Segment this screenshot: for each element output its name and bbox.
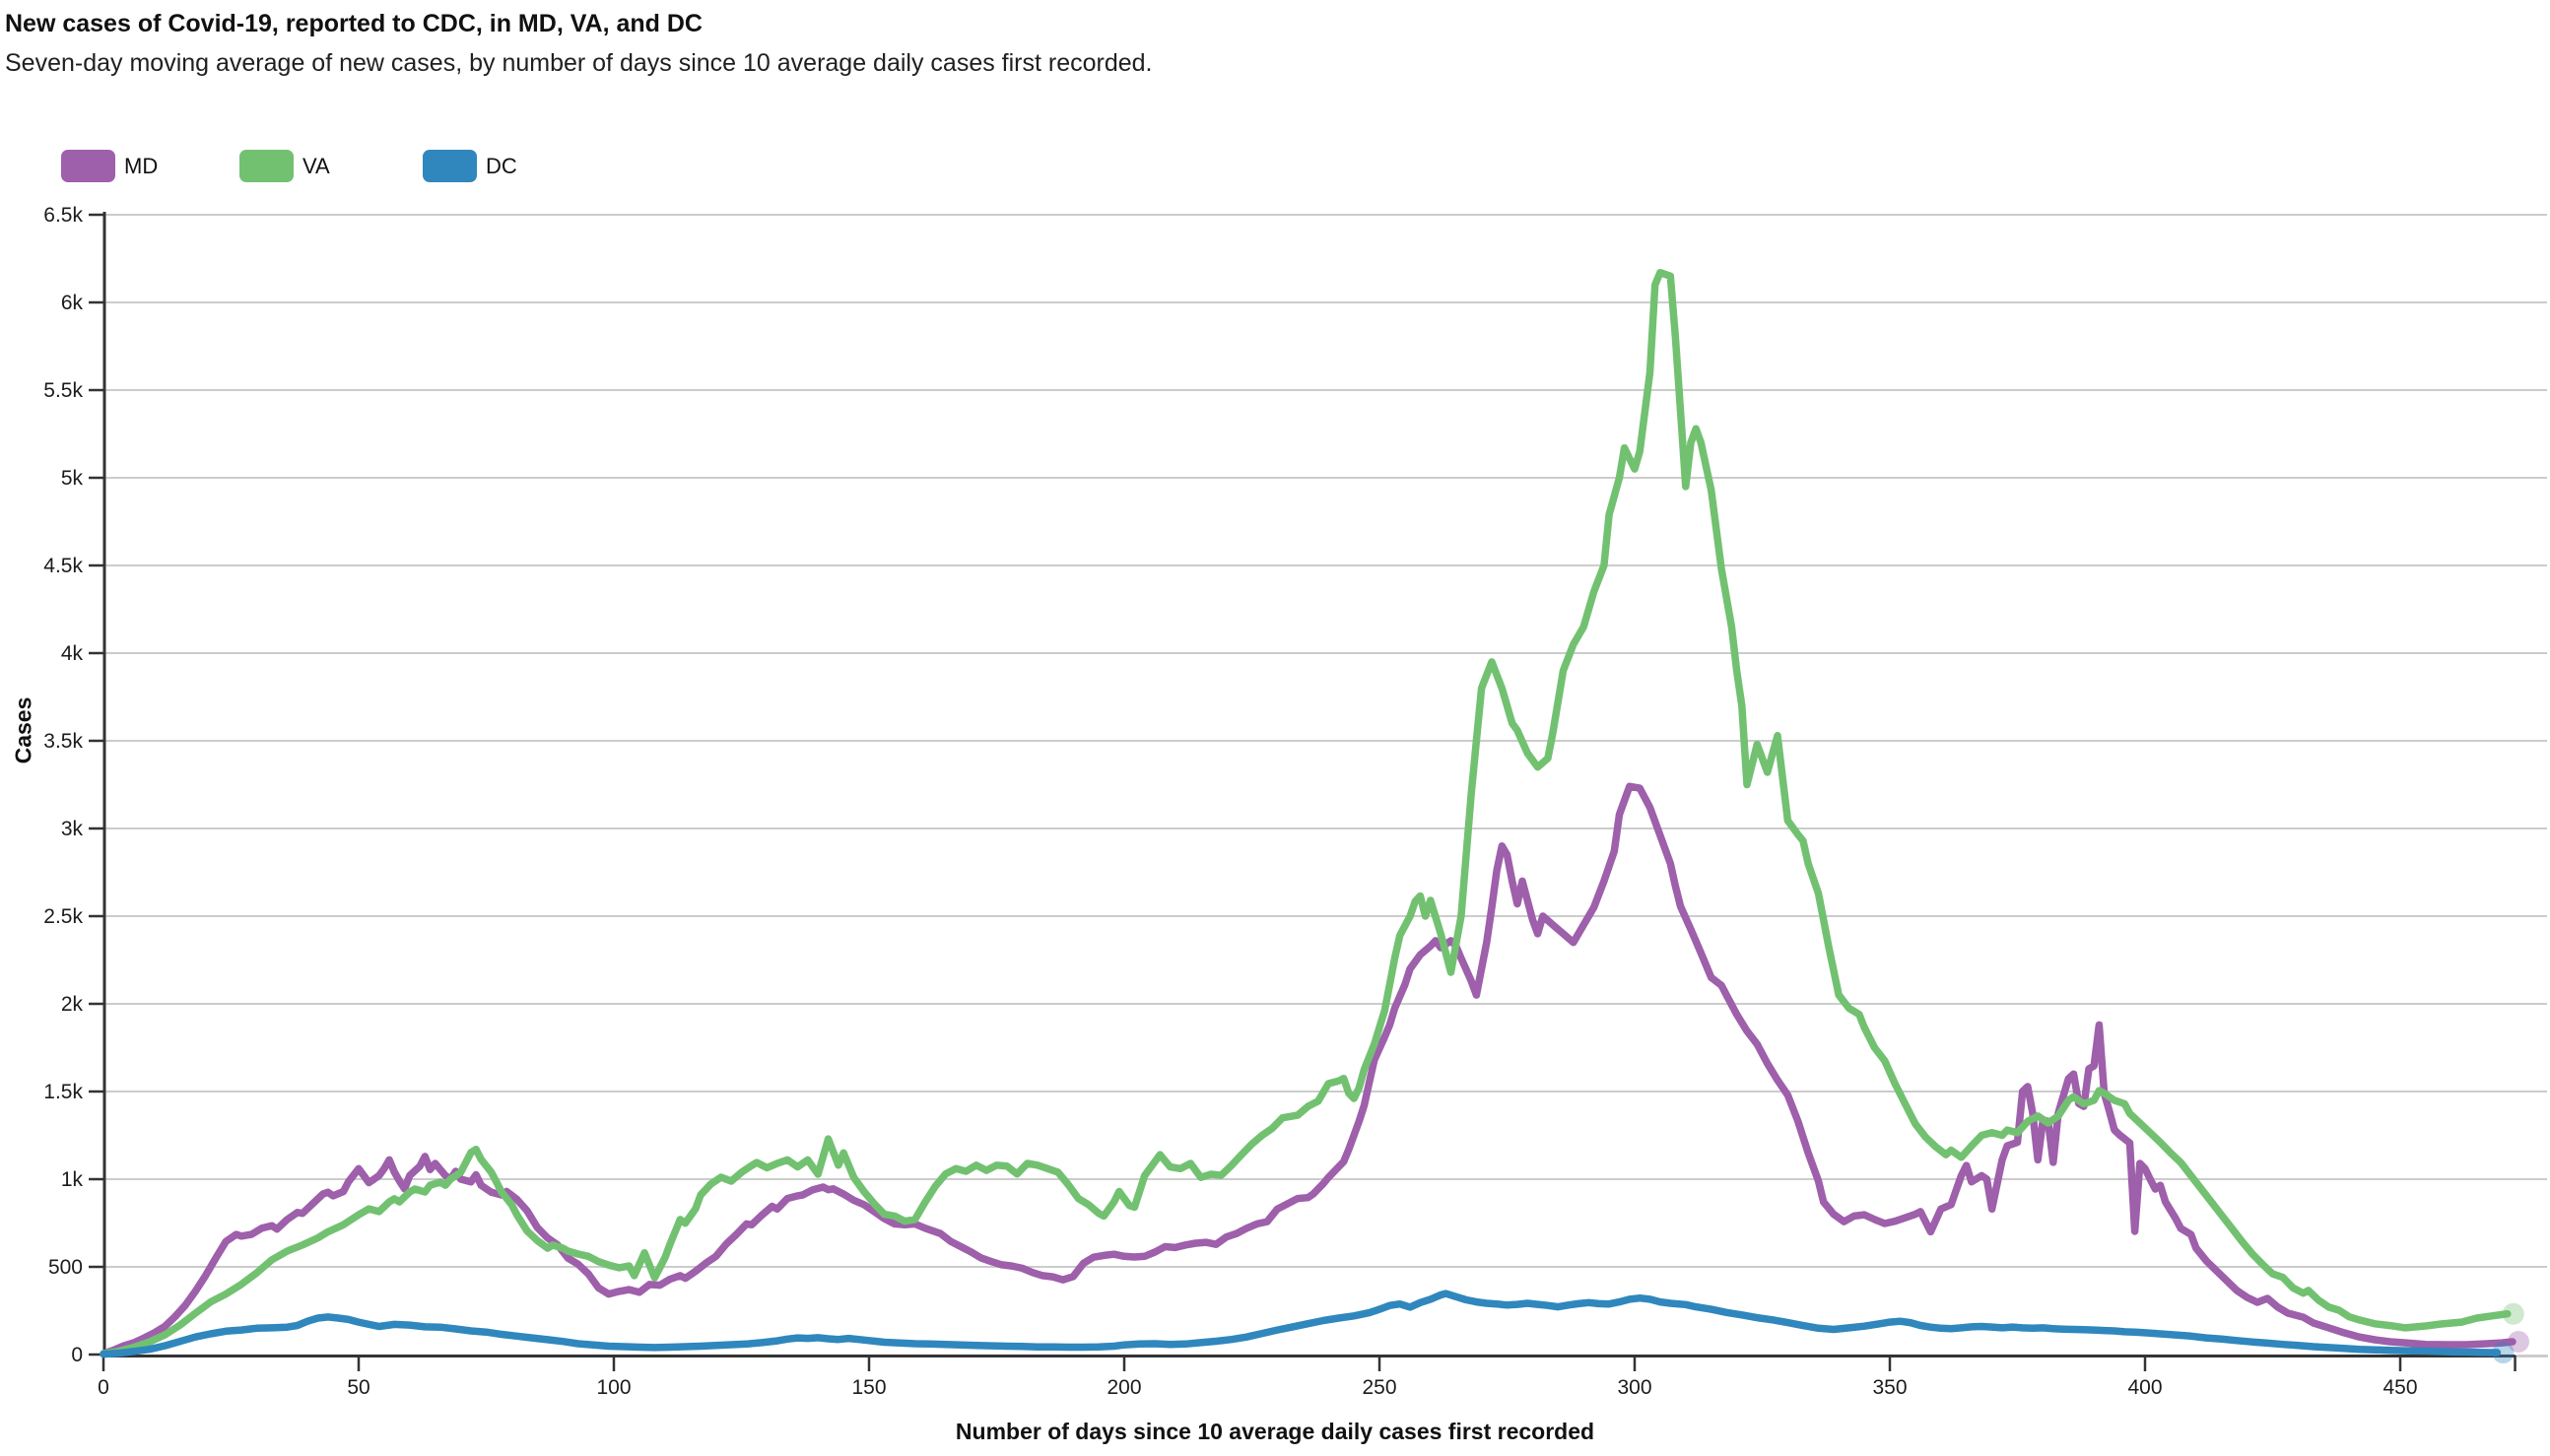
y-tick-label: 5.5k [43, 379, 83, 402]
page-subtitle: Seven-day moving average of new cases, b… [5, 49, 1153, 77]
legend-item-dc[interactable]: DC [423, 150, 535, 182]
y-tick-label: 2k [61, 993, 84, 1016]
series-line-md[interactable] [100, 782, 2516, 1357]
legend-label-dc: DC [486, 153, 517, 178]
series-line-dc[interactable] [100, 1290, 2502, 1358]
legend-item-va[interactable]: VA [239, 150, 357, 182]
y-tick-label: 6.5k [43, 204, 83, 227]
endpoint-dot-va [2502, 1302, 2524, 1325]
y-tick-label: 500 [48, 1256, 83, 1279]
x-tick-label: 150 [851, 1376, 886, 1399]
x-tick-label: 400 [2127, 1376, 2162, 1399]
y-tick-label: 4k [61, 642, 84, 665]
y-tick-label: 2.5k [43, 905, 83, 928]
x-tick-label: 450 [2382, 1376, 2417, 1399]
x-axis-title: Number of days since 10 average daily ca… [955, 1419, 1595, 1444]
y-tick-label: 5k [61, 467, 84, 490]
legend-swatch-dc [423, 150, 477, 182]
y-tick-label: 6k [61, 292, 84, 314]
y-tick-label: 4.5k [43, 555, 83, 577]
series-line-va[interactable] [100, 268, 2512, 1357]
x-tick-label: 0 [98, 1376, 109, 1399]
endpoint-dot-md [2507, 1331, 2529, 1354]
legend-label-md: MD [124, 153, 159, 178]
legend-label-va: VA [302, 153, 330, 178]
x-tick-label: 50 [347, 1376, 369, 1399]
y-tick-label: 0 [71, 1344, 83, 1366]
y-tick-label: 1.5k [43, 1081, 83, 1103]
legend-swatch-va [239, 150, 294, 182]
endpoint-dot-dc [2492, 1342, 2515, 1364]
x-tick-label: 200 [1107, 1376, 1141, 1399]
page-title: New cases of Covid-19, reported to CDC, … [5, 10, 703, 37]
y-tick-label: 3.5k [43, 730, 83, 753]
legend-swatch-md [61, 150, 115, 182]
x-tick-label: 300 [1617, 1376, 1651, 1399]
x-tick-label: 250 [1362, 1376, 1396, 1399]
x-tick-label: 100 [596, 1376, 631, 1399]
y-tick-label: 1k [61, 1168, 84, 1191]
legend-item-md[interactable]: MD [61, 150, 173, 182]
y-tick-label: 3k [61, 818, 84, 840]
legend: MD VA DC [61, 150, 535, 182]
x-tick-label: 350 [1872, 1376, 1907, 1399]
